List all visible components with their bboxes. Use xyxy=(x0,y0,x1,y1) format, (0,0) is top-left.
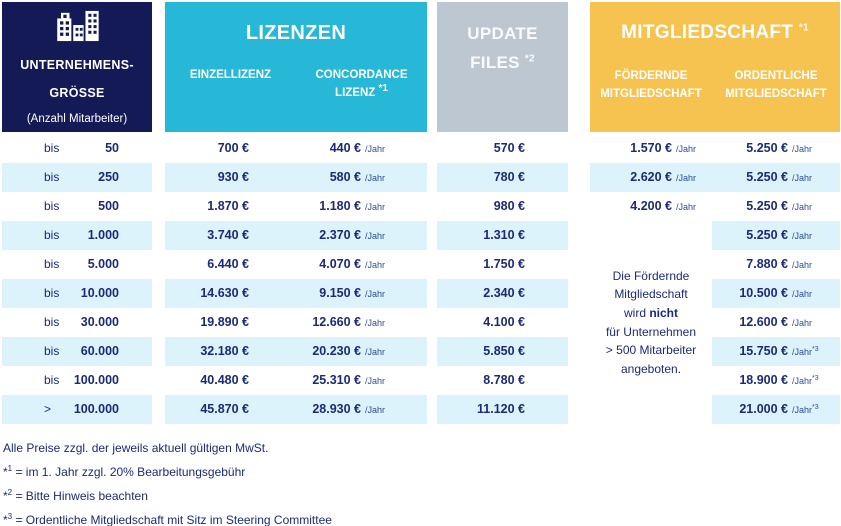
einzellizenz-price: 45.870 € xyxy=(165,395,296,424)
foerdernde-not-offered-note: Die Fördernde Mitgliedschaft wird nicht für… xyxy=(590,221,712,424)
concordance-price: 2.370 €/Jahr xyxy=(296,221,427,250)
update-files-price: 2.340 € xyxy=(437,279,568,308)
ordentliche-price: 21.000 €/Jahr*3 xyxy=(712,395,840,424)
company-size-cell: bis 250 xyxy=(2,163,152,192)
company-size-cell: bis 100.000 xyxy=(44,373,119,387)
einzellizenz-price: 14.630 € xyxy=(165,279,296,308)
ordentliche-price: 7.880 €/Jahr xyxy=(746,257,813,271)
foerdernde-price: 4.200 €/Jahr xyxy=(630,199,697,213)
concordance-price: 20.230 €/Jahr xyxy=(296,337,427,366)
ordentliche-price: 5.250 €/Jahr xyxy=(712,221,840,250)
company-size-title-line1: UNTERNEHMENS- xyxy=(20,58,134,72)
licenses-header: LIZENZEN EINZELLIZENZ CONCORDANCE LIZENZ … xyxy=(165,2,427,132)
footnote-line: *2 = Bitte Hinweis beachten xyxy=(3,488,148,504)
einzellizenz-price: 32.180 € xyxy=(165,337,296,366)
foerdernde-price: 1.570 €/Jahr xyxy=(630,141,697,155)
company-size-cell: bis 30.000 xyxy=(44,315,119,329)
membership-header: MITGLIEDSCHAFT *1 FÖRDERNDE MITGLIEDSCHAF… xyxy=(590,2,840,132)
ordentliche-price: 5.250 €/Jahr xyxy=(746,141,813,155)
einzellizenz-price: 40.480 € xyxy=(200,373,249,387)
licenses-title: LIZENZEN xyxy=(245,22,347,44)
update-files-price: 1.750 € xyxy=(483,257,525,271)
company-size-cell: bis 50 xyxy=(44,141,119,155)
einzellizenz-price: 700 € xyxy=(217,141,249,155)
ordentliche-column-header: ORDENTLICHE MITGLIEDSCHAFT xyxy=(725,70,827,100)
einzellizenz-price: 19.890 € xyxy=(200,315,249,329)
concordance-price: 9.150 €/Jahr xyxy=(296,279,427,308)
membership-title: MITGLIEDSCHAFT *1 xyxy=(621,22,809,43)
update-files-price: 980 € xyxy=(493,199,525,213)
foerdernde-price: 2.620 €/Jahr xyxy=(590,163,712,192)
einzellizenz-price: 930 € xyxy=(165,163,296,192)
company-size-subtitle: (Anzahl Mitarbeiter) xyxy=(26,113,128,125)
concordance-price: 25.310 €/Jahr xyxy=(312,373,386,387)
licenses-subheaders: EINZELLIZENZ CONCORDANCE LIZENZ *1 xyxy=(165,66,427,102)
ordentliche-price: 5.250 €/Jahr xyxy=(746,199,813,213)
footnotes: Alle Preise zzgl. der jeweils aktuell gü… xyxy=(3,441,841,526)
footnote-line: *3 = Ordentliche Mitgliedschaft mit Sitz… xyxy=(3,512,332,526)
ordentliche-price: 12.600 €/Jahr xyxy=(739,315,813,329)
einzellizenz-price: 6.440 € xyxy=(207,257,249,271)
footnote-line: *1 = im 1. Jahr zzgl. 20% Bearbeitungsge… xyxy=(3,464,246,480)
company-size-cell: bis 500 xyxy=(44,199,119,213)
update-files-price: 570 € xyxy=(493,141,525,155)
update-files-price: 1.310 € xyxy=(437,221,568,250)
update-files-header: UPDATE FILES *2 xyxy=(437,2,568,132)
update-files-price: 4.100 € xyxy=(483,315,525,329)
update-files-price: 780 € xyxy=(437,163,568,192)
company-size-cell: >100.000 xyxy=(2,395,152,424)
company-size-cell: bis 1.000 xyxy=(2,221,152,250)
company-size-cell: bis 10.000 xyxy=(2,279,152,308)
ordentliche-price: 18.900 €/Jahr*3 xyxy=(739,373,819,387)
update-files-price: 11.120 € xyxy=(437,395,568,424)
update-files-price: 8.780 € xyxy=(483,373,525,387)
foerdernde-column-header: FÖRDERNDE MITGLIEDSCHAFT xyxy=(600,70,702,100)
concordance-price: 12.660 €/Jahr xyxy=(312,315,386,329)
pricing-table: UNTERNEHMENS- GRÖSSE (Anzahl Mitarbeiter… xyxy=(2,2,841,424)
ordentliche-price: 5.250 €/Jahr xyxy=(712,163,840,192)
einzellizenz-price: 1.870 € xyxy=(207,199,249,213)
buildings-icon xyxy=(54,10,100,47)
footnote-line: Alle Preise zzgl. der jeweils aktuell gü… xyxy=(3,441,269,455)
concordance-price: 28.930 €/Jahr xyxy=(296,395,427,424)
concordance-price: 440 €/Jahr xyxy=(329,141,386,155)
update-files-title: UPDATE FILES *2 xyxy=(467,24,538,72)
company-size-header: UNTERNEHMENS- GRÖSSE (Anzahl Mitarbeiter… xyxy=(2,2,152,132)
company-size-cell: bis 5.000 xyxy=(44,257,119,271)
company-size-title-line2: GRÖSSE xyxy=(49,86,105,100)
company-size-cell: bis 60.000 xyxy=(2,337,152,366)
einzellizenz-column-header: EINZELLIZENZ xyxy=(189,69,272,81)
update-files-price: 5.850 € xyxy=(437,337,568,366)
membership-subheaders: FÖRDERNDE MITGLIEDSCHAFT ORDENTLICHE MITGL… xyxy=(590,67,840,103)
concordance-price: 580 €/Jahr xyxy=(296,163,427,192)
ordentliche-price: 10.500 €/Jahr xyxy=(712,279,840,308)
concordance-price: 1.180 €/Jahr xyxy=(319,199,386,213)
einzellizenz-price: 3.740 € xyxy=(165,221,296,250)
ordentliche-price: 15.750 €/Jahr*3 xyxy=(712,337,840,366)
concordance-column-header: CONCORDANCE LIZENZ *1 xyxy=(315,69,408,99)
concordance-price: 4.070 €/Jahr xyxy=(319,257,386,271)
